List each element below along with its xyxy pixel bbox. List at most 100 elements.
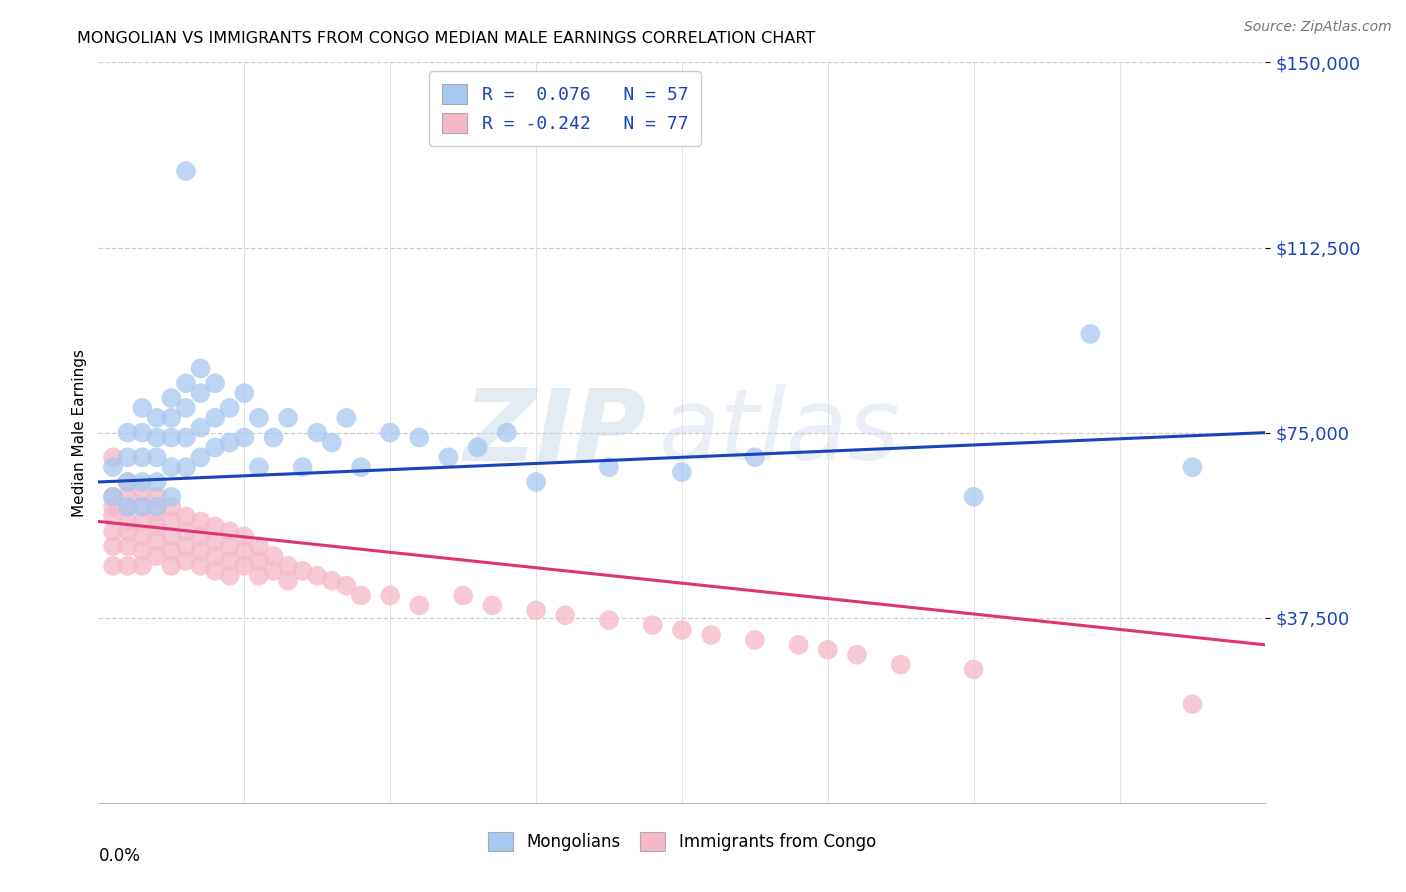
- Point: [160, 515, 183, 529]
- Point: [146, 519, 169, 533]
- Point: [437, 450, 460, 465]
- Point: [117, 425, 139, 440]
- Point: [247, 554, 270, 568]
- Point: [408, 431, 430, 445]
- Point: [190, 386, 212, 401]
- Point: [117, 539, 139, 553]
- Point: [117, 500, 139, 514]
- Point: [131, 529, 153, 543]
- Point: [744, 632, 766, 647]
- Point: [131, 500, 153, 514]
- Point: [380, 589, 402, 603]
- Point: [641, 618, 664, 632]
- Point: [174, 401, 197, 415]
- Point: [131, 558, 153, 573]
- Point: [335, 579, 357, 593]
- Point: [160, 460, 183, 475]
- Point: [146, 500, 169, 514]
- Text: atlas: atlas: [658, 384, 900, 481]
- Point: [233, 529, 256, 543]
- Point: [101, 500, 124, 514]
- Point: [117, 450, 139, 465]
- Point: [598, 460, 620, 475]
- Point: [350, 589, 373, 603]
- Point: [190, 515, 212, 529]
- Point: [146, 490, 169, 504]
- Point: [146, 534, 169, 549]
- Point: [131, 500, 153, 514]
- Point: [190, 420, 212, 434]
- Point: [174, 376, 197, 391]
- Point: [962, 490, 984, 504]
- Point: [467, 441, 489, 455]
- Point: [131, 401, 153, 415]
- Point: [101, 450, 124, 465]
- Point: [307, 425, 329, 440]
- Point: [190, 450, 212, 465]
- Point: [174, 460, 197, 475]
- Point: [744, 450, 766, 465]
- Point: [101, 460, 124, 475]
- Point: [262, 431, 284, 445]
- Point: [247, 460, 270, 475]
- Point: [218, 524, 240, 539]
- Point: [247, 539, 270, 553]
- Point: [233, 431, 256, 445]
- Point: [174, 524, 197, 539]
- Point: [218, 554, 240, 568]
- Point: [218, 568, 240, 582]
- Point: [262, 564, 284, 578]
- Point: [117, 475, 139, 489]
- Point: [160, 391, 183, 405]
- Point: [117, 515, 139, 529]
- Point: [277, 574, 299, 588]
- Point: [524, 603, 547, 617]
- Point: [233, 558, 256, 573]
- Point: [117, 490, 139, 504]
- Point: [204, 410, 226, 425]
- Point: [117, 558, 139, 573]
- Point: [146, 410, 169, 425]
- Point: [160, 490, 183, 504]
- Point: [146, 505, 169, 519]
- Point: [350, 460, 373, 475]
- Point: [787, 638, 810, 652]
- Point: [262, 549, 284, 563]
- Point: [247, 568, 270, 582]
- Text: MONGOLIAN VS IMMIGRANTS FROM CONGO MEDIAN MALE EARNINGS CORRELATION CHART: MONGOLIAN VS IMMIGRANTS FROM CONGO MEDIA…: [77, 31, 815, 46]
- Point: [1181, 697, 1204, 711]
- Point: [160, 558, 183, 573]
- Point: [131, 484, 153, 499]
- Point: [218, 435, 240, 450]
- Point: [481, 599, 503, 613]
- Point: [233, 386, 256, 401]
- Point: [554, 608, 576, 623]
- Point: [174, 509, 197, 524]
- Point: [307, 568, 329, 582]
- Point: [890, 657, 912, 672]
- Point: [277, 558, 299, 573]
- Point: [1181, 460, 1204, 475]
- Point: [321, 574, 343, 588]
- Point: [218, 539, 240, 553]
- Point: [174, 539, 197, 553]
- Point: [817, 642, 839, 657]
- Point: [131, 544, 153, 558]
- Point: [117, 500, 139, 514]
- Point: [204, 534, 226, 549]
- Point: [174, 164, 197, 178]
- Point: [190, 544, 212, 558]
- Point: [146, 475, 169, 489]
- Point: [117, 524, 139, 539]
- Point: [671, 465, 693, 479]
- Point: [204, 549, 226, 563]
- Point: [131, 475, 153, 489]
- Point: [101, 490, 124, 504]
- Point: [101, 558, 124, 573]
- Point: [160, 410, 183, 425]
- Point: [204, 519, 226, 533]
- Point: [335, 410, 357, 425]
- Text: 0.0%: 0.0%: [98, 847, 141, 865]
- Point: [174, 431, 197, 445]
- Point: [291, 564, 314, 578]
